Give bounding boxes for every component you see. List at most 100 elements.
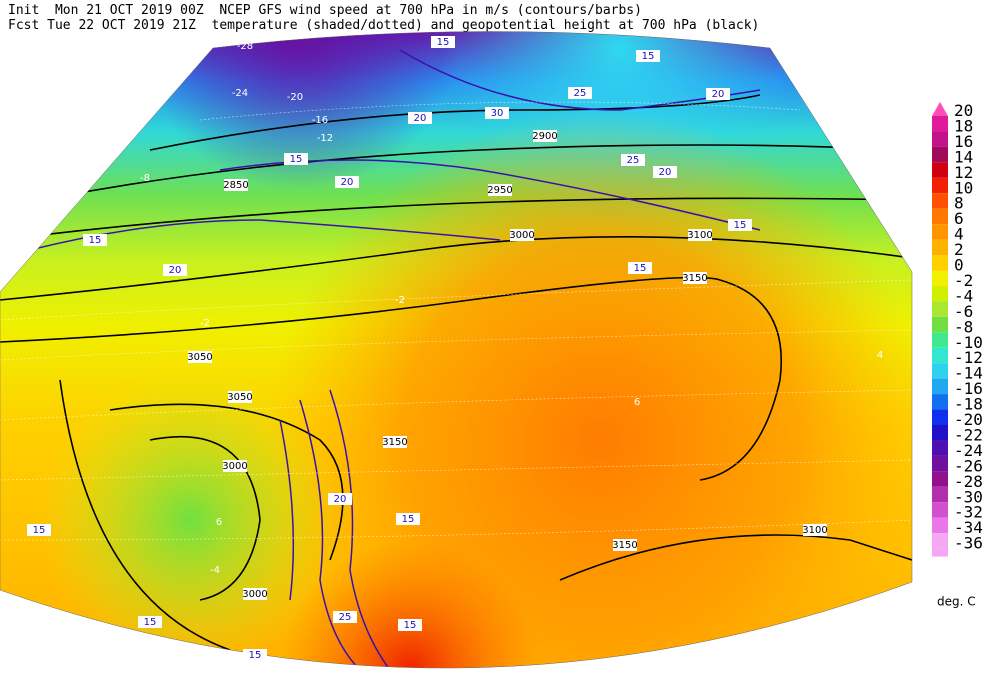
temperature-label: 6 — [634, 397, 640, 408]
label-box — [408, 112, 432, 124]
colorbar-cell — [932, 146, 948, 163]
height-label: 3050 — [227, 392, 252, 403]
map-labels: 3150 3100 3050 3050 3000 3000 3000 3150 3100 3150… — [27, 36, 883, 661]
colorbar-cell — [932, 548, 948, 557]
wind-label: 20 — [334, 494, 347, 505]
colorbar-tick-label: 20 — [954, 101, 973, 120]
colorbar-tick-label: -12 — [954, 348, 983, 367]
colorbar-cell — [932, 255, 948, 271]
label-box — [728, 219, 752, 231]
label-box — [431, 36, 455, 48]
colorbar-tick-label: -4 — [954, 286, 973, 305]
colorbar-tick-label: -18 — [954, 395, 983, 414]
colorbar-tick-label: 10 — [954, 178, 973, 197]
colorbar-arrow — [932, 102, 948, 116]
label-box — [284, 153, 308, 165]
wind-label: 15 — [734, 220, 747, 231]
colorbar-tick-label: -26 — [954, 456, 983, 475]
label-box — [628, 262, 652, 274]
label-box — [396, 513, 420, 525]
colorbar-tick-label: -30 — [954, 487, 983, 506]
height-label: 3100 — [687, 230, 712, 241]
temperature-isotherms — [0, 101, 912, 541]
temperature-label: -28 — [237, 41, 253, 52]
height-label: 3000 — [509, 230, 534, 241]
colorbar-cell — [932, 177, 948, 194]
label-box — [621, 154, 645, 166]
colorbar-units: deg. C — [937, 595, 976, 609]
label-box — [27, 524, 51, 536]
wind-label: 15 — [634, 263, 647, 274]
wind-label: 25 — [339, 612, 352, 623]
height-label: 3150 — [612, 540, 637, 551]
height-label: 3000 — [222, 461, 247, 472]
label-box — [188, 351, 212, 363]
wind-label: 20 — [169, 265, 182, 276]
wind-label: 15 — [33, 525, 46, 536]
wind-label: 25 — [627, 155, 640, 166]
colorbar-cell — [932, 285, 948, 302]
colorbar-cell — [932, 502, 948, 518]
colorbar-cell — [932, 270, 948, 286]
colorbar-cell — [932, 193, 948, 209]
label-box — [688, 229, 712, 241]
height-label: 2850 — [223, 180, 248, 191]
wind-label: 15 — [642, 51, 655, 62]
wind-label: 25 — [574, 88, 587, 99]
label-box — [228, 391, 252, 403]
label-box — [224, 179, 248, 191]
colorbar-tick-label: -14 — [954, 364, 983, 383]
label-box — [636, 50, 660, 62]
colorbar-cell — [932, 224, 948, 240]
colorbar-cell — [932, 455, 948, 472]
label-box — [488, 184, 512, 196]
wind-label: 15 — [144, 617, 157, 628]
colorbar-tick-label: -6 — [954, 302, 973, 321]
colorbar-cell — [932, 316, 948, 333]
colorbar-tick-label: -22 — [954, 425, 983, 444]
colorbar-tick-label: 2 — [954, 240, 964, 259]
colorbar-tick-label: 6 — [954, 209, 964, 228]
label-box — [243, 649, 267, 661]
colorbar-cell — [932, 208, 948, 225]
label-box — [485, 107, 509, 119]
label-box — [398, 619, 422, 631]
temperature-label: 6 — [216, 517, 222, 528]
colorbar-cell — [932, 409, 948, 425]
colorbar-cell — [932, 378, 948, 395]
temperature-label: -8 — [140, 173, 150, 184]
wind-label: 20 — [659, 167, 672, 178]
label-box — [138, 616, 162, 628]
label-box — [163, 264, 187, 276]
temperature-label: -2 — [395, 295, 405, 306]
wind-label: 15 — [437, 37, 450, 48]
colorbar-cell — [932, 301, 948, 317]
colorbar-tick-label: -36 — [954, 534, 983, 553]
label-box — [83, 234, 107, 246]
colorbar-cell — [932, 162, 948, 178]
label-box — [510, 229, 534, 241]
temperature-label: 4 — [877, 350, 883, 361]
temperature-label: -12 — [317, 133, 333, 144]
colorbar-cell — [932, 363, 948, 379]
colorbar-cell — [932, 332, 948, 348]
header-line: Init Mon 21 OCT 2019 00Z NCEP GFS wind s… — [8, 3, 642, 18]
label-box — [383, 436, 407, 448]
label-box — [335, 176, 359, 188]
map-border — [0, 31, 913, 669]
colorbar-tick-label: -10 — [954, 333, 983, 352]
label-box — [533, 130, 557, 142]
temperature-label: -4 — [210, 565, 220, 576]
colorbar-tick-label: 18 — [954, 116, 973, 135]
colorbar-cell — [932, 440, 948, 456]
colorbar-cell — [932, 533, 948, 549]
label-box — [328, 493, 352, 505]
temperature-label: -20 — [287, 92, 303, 103]
height-label: 3150 — [382, 437, 407, 448]
label-box — [243, 588, 267, 600]
colorbar-tick-label: -24 — [954, 441, 983, 460]
wind-label: 15 — [249, 650, 262, 661]
colorbar-cell — [932, 239, 948, 256]
label-box — [223, 460, 247, 472]
